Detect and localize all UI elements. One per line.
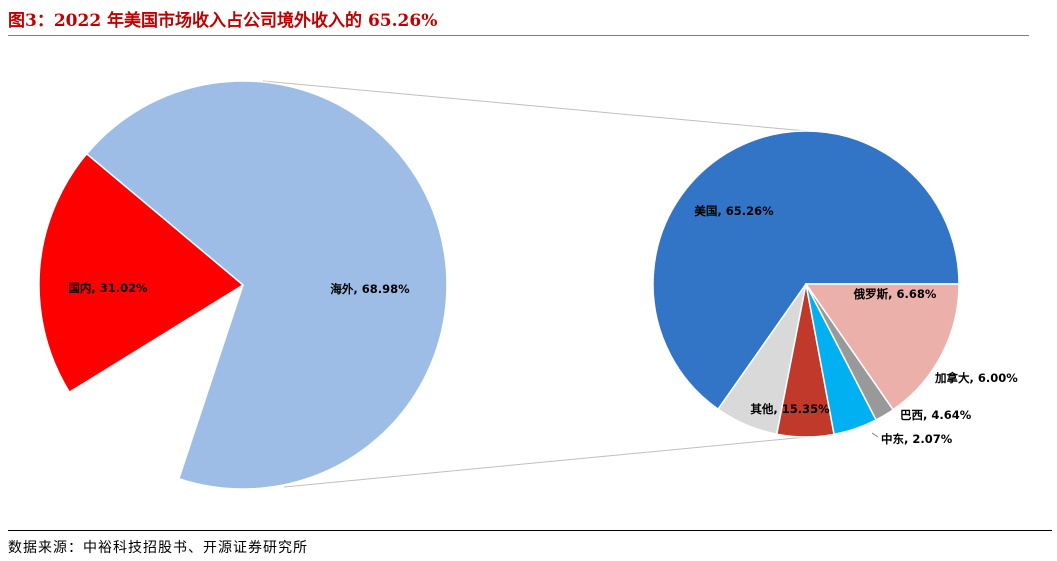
source-note: 数据来源：中裕科技招股书、开源证券研究所 bbox=[8, 540, 308, 556]
pie-slice-e6b5b7e5a496 bbox=[85, 80, 448, 490]
connector-lines bbox=[262, 80, 807, 488]
source-divider bbox=[8, 530, 1052, 531]
connector-bottom bbox=[283, 436, 807, 488]
data-label-e4b8ade4b89c: 中东, 2.07% bbox=[881, 432, 953, 446]
connector-top bbox=[262, 80, 807, 132]
data-label-e6b5b7e5a496: 海外, 68.98% bbox=[330, 282, 410, 296]
pie-slice-e585b6e4bb96 bbox=[804, 283, 960, 411]
title-divider bbox=[8, 35, 1029, 36]
pie-labels: 国内, 31.02% 海外, 68.98% 美国, 65.26% 俄罗斯, 6.68%… bbox=[68, 204, 1018, 446]
data-label-e4bf84e7bd97e696af: 俄罗斯, 6.68% bbox=[853, 287, 937, 301]
leader-line-middle-east bbox=[871, 432, 879, 438]
pie-domestic-overseas bbox=[38, 80, 448, 490]
data-label-e5b7b4e8a5bf: 巴西, 4.64% bbox=[900, 408, 972, 422]
pie-slice-e7be8ee59bbd bbox=[652, 130, 960, 411]
data-label-e59bbde58685: 国内, 31.02% bbox=[68, 281, 148, 295]
pie-overseas-breakdown bbox=[652, 130, 960, 438]
data-label-e58aa0e68bbfe5a4a7: 加拿大, 6.00% bbox=[934, 371, 1018, 385]
chart-title: 图3：2022 年美国市场收入占公司境外收入的 65.26% bbox=[8, 11, 438, 31]
data-label-e7be8ee59bbd: 美国, 65.26% bbox=[694, 204, 774, 218]
data-label-e585b6e4bb96: 其他, 15.35% bbox=[750, 402, 830, 416]
